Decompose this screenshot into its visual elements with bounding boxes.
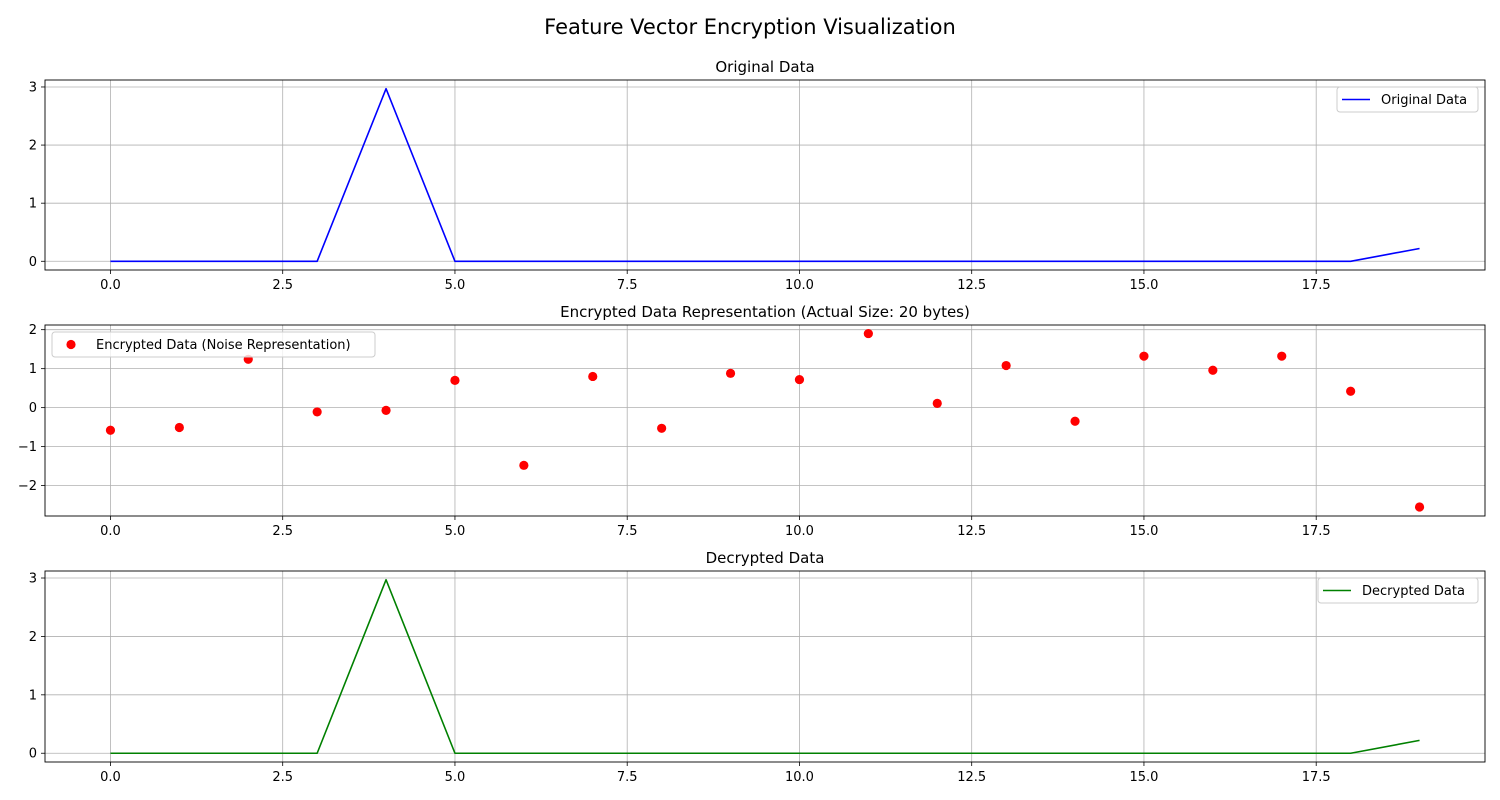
x-tick-label: 5.0 — [445, 524, 466, 539]
x-tick-label: 10.0 — [785, 278, 814, 293]
x-tick-label: 2.5 — [272, 524, 293, 539]
data-point — [1277, 351, 1287, 361]
y-tick-label: 2 — [29, 630, 37, 645]
data-point — [312, 407, 322, 417]
legend-label: Encrypted Data (Noise Representation) — [96, 338, 351, 353]
legend-box — [1317, 577, 1479, 604]
subplot-3: Decrypted Data 0.0 2.5 5.0 7.5 10.0 12.5 15.0 17… — [29, 549, 1486, 785]
y-tick-label: 1 — [29, 688, 37, 703]
x-tick-label: 5.0 — [445, 278, 466, 293]
x-tick-label: 15.0 — [1129, 770, 1158, 785]
x-tick-label: 10.0 — [785, 770, 814, 785]
y-tick-label: 3 — [29, 80, 37, 95]
y-tick-label: 2 — [29, 323, 37, 338]
legend-label: Decrypted Data — [1362, 584, 1465, 599]
y-tick-label: 1 — [29, 197, 37, 212]
x-tick-label: 7.5 — [617, 770, 638, 785]
data-point — [1001, 360, 1011, 371]
axes-frame — [44, 570, 1486, 763]
subplot-2: Encrypted Data Representation (Actual Si… — [18, 303, 1486, 539]
data-point — [932, 398, 942, 408]
x-tick-label: 7.5 — [617, 524, 638, 539]
x-tick-label: 2.5 — [272, 770, 293, 785]
legend: Decrypted Data — [1317, 577, 1479, 604]
y-tick-label: −1 — [18, 440, 37, 455]
axes-frame — [44, 324, 1486, 517]
x-tick-label: 17.5 — [1302, 770, 1331, 785]
series-line — [110, 578, 1420, 755]
x-tick-label: 12.5 — [957, 770, 986, 785]
y-tick-label: 0 — [29, 401, 37, 416]
x-tick-label: 7.5 — [617, 278, 638, 293]
data-point — [1414, 502, 1425, 512]
data-point — [1070, 416, 1080, 426]
x-tick-label: 5.0 — [445, 770, 466, 785]
legend-box — [51, 331, 376, 358]
data-point — [450, 375, 460, 385]
data-point — [381, 405, 391, 415]
data-point — [519, 460, 529, 470]
data-point — [657, 423, 667, 433]
series-line — [110, 87, 1420, 263]
y-tick-label: 1 — [29, 362, 37, 377]
y-tick-label: 2 — [29, 139, 37, 154]
data-point — [1208, 365, 1218, 375]
subplot-title: Original Data — [715, 58, 814, 76]
data-point — [725, 368, 736, 378]
data-point — [105, 425, 116, 435]
x-tick-label: 0.0 — [100, 770, 121, 785]
legend-marker-swatch — [66, 339, 76, 350]
y-tick-label: 0 — [29, 255, 37, 270]
x-tick-label: 0.0 — [100, 524, 121, 539]
legend-label: Original Data — [1381, 93, 1467, 108]
data-point — [588, 371, 598, 382]
legend: Original Data — [1336, 86, 1479, 113]
subplot-title: Encrypted Data Representation (Actual Si… — [560, 303, 970, 321]
x-tick-label: 2.5 — [272, 278, 293, 293]
legend-box — [1336, 86, 1479, 113]
x-tick-label: 0.0 — [100, 278, 121, 293]
figure-title: Feature Vector Encryption Visualization — [544, 15, 956, 39]
x-tick-label: 15.0 — [1129, 278, 1158, 293]
data-point — [174, 422, 184, 433]
y-tick-label: 3 — [29, 572, 37, 587]
x-tick-label: 10.0 — [785, 524, 814, 539]
x-tick-label: 17.5 — [1302, 278, 1331, 293]
x-tick-label: 15.0 — [1129, 524, 1158, 539]
data-point — [1346, 386, 1356, 396]
data-point — [794, 374, 805, 385]
x-tick-label: 12.5 — [957, 524, 986, 539]
subplot-title: Decrypted Data — [706, 549, 825, 567]
y-tick-label: 0 — [29, 747, 37, 762]
legend: Encrypted Data (Noise Representation) — [51, 331, 376, 358]
x-tick-label: 12.5 — [957, 278, 986, 293]
x-tick-label: 17.5 — [1302, 524, 1331, 539]
data-point — [863, 328, 873, 339]
axes-frame — [44, 79, 1486, 271]
y-tick-label: −2 — [18, 479, 37, 494]
subplot-1: Original Data 0.0 2.5 5.0 7.5 10.0 12.5 15.0 17.… — [29, 58, 1486, 293]
data-point — [1139, 351, 1149, 361]
